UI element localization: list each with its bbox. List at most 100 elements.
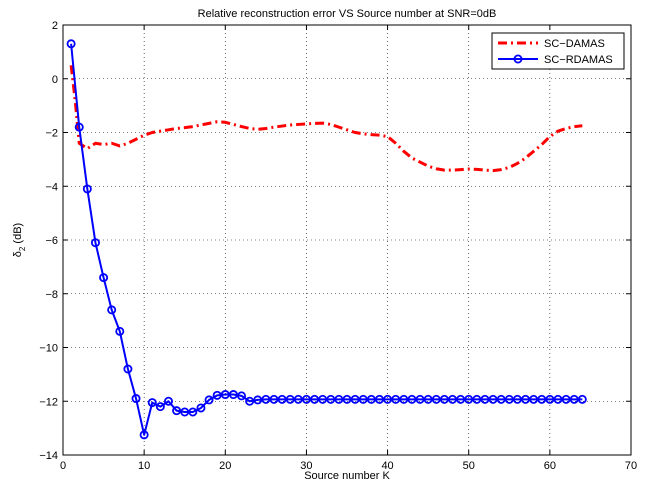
data-point xyxy=(74,122,84,132)
y-tick-label: −6 xyxy=(45,235,58,247)
x-tick-label: 60 xyxy=(544,460,556,472)
data-point xyxy=(358,394,368,404)
y-axis-label-unit: (dB) xyxy=(12,223,24,247)
data-point xyxy=(172,406,182,416)
data-point xyxy=(496,394,506,404)
svg-text:δ2 (dB): δ2 (dB) xyxy=(12,223,27,257)
data-point xyxy=(204,395,214,405)
data-point xyxy=(147,398,157,408)
series-sc-rdamas xyxy=(66,39,587,440)
y-tick-label: −10 xyxy=(39,343,58,355)
y-tick-label: −12 xyxy=(39,396,58,408)
y-tick-label: −8 xyxy=(45,289,58,301)
x-tick-label: 10 xyxy=(138,460,150,472)
data-point xyxy=(391,394,401,404)
data-point xyxy=(228,390,238,400)
legend: SC−DAMAS SC−RDAMAS xyxy=(491,32,625,70)
data-point xyxy=(415,394,425,404)
x-tick-label: 40 xyxy=(381,460,393,472)
data-point xyxy=(131,394,141,404)
data-point xyxy=(350,394,360,404)
x-axis-label: Source number K xyxy=(304,470,390,482)
data-point xyxy=(99,273,109,283)
legend-label-sc-damas: SC−DAMAS xyxy=(544,38,605,50)
data-point xyxy=(139,430,149,440)
data-point xyxy=(447,394,457,404)
y-axis-label: δ2 (dB) xyxy=(12,223,27,257)
y-axis-label-symbol: δ xyxy=(12,251,24,257)
data-point xyxy=(553,394,563,404)
x-tick-label: 50 xyxy=(463,460,475,472)
data-point xyxy=(383,394,393,404)
data-point xyxy=(269,394,279,404)
data-point xyxy=(237,391,247,401)
data-point xyxy=(155,402,165,412)
data-point xyxy=(488,394,498,404)
legend-marker-sc-rdamas xyxy=(513,54,523,64)
series-layer xyxy=(66,39,587,440)
data-point xyxy=(326,394,336,404)
data-point xyxy=(512,394,522,404)
data-point xyxy=(245,396,255,406)
data-point xyxy=(472,394,482,404)
data-point xyxy=(285,394,295,404)
x-tick-label: 20 xyxy=(219,460,231,472)
data-point xyxy=(334,394,344,404)
data-point xyxy=(90,238,100,248)
series-line xyxy=(69,65,583,173)
y-tick-label: 0 xyxy=(52,74,58,86)
data-point xyxy=(561,394,571,404)
data-point xyxy=(431,394,441,404)
data-point xyxy=(545,394,555,404)
data-point xyxy=(423,394,433,404)
data-point xyxy=(529,394,539,404)
data-point xyxy=(464,394,474,404)
data-point xyxy=(277,394,287,404)
y-axis-label-subscript: 2 xyxy=(18,246,27,251)
data-point xyxy=(253,395,263,405)
x-tick-label: 70 xyxy=(625,460,637,472)
data-point xyxy=(407,394,417,404)
data-point xyxy=(318,394,328,404)
y-tick-label: −14 xyxy=(39,450,58,462)
data-point xyxy=(196,403,206,413)
data-point xyxy=(115,326,125,336)
data-point xyxy=(188,407,198,417)
data-point xyxy=(180,407,190,417)
data-point xyxy=(480,394,490,404)
legend-label-sc-rdamas: SC−RDAMAS xyxy=(544,54,613,66)
chart-title: Relative reconstruction error VS Source … xyxy=(198,8,497,20)
x-tick-label: 30 xyxy=(300,460,312,472)
data-point xyxy=(537,394,547,404)
series-sc-damas xyxy=(69,65,583,173)
data-point xyxy=(399,394,409,404)
data-point xyxy=(310,394,320,404)
y-tick-label: −2 xyxy=(45,128,58,140)
ticks: 0 10 20 30 40 50 60 70 −14 −12 −10 −8 −6 −4 −2 0 2 xyxy=(39,20,637,472)
x-tick-label: 0 xyxy=(60,460,66,472)
y-tick-label: 2 xyxy=(52,20,58,32)
data-point xyxy=(293,394,303,404)
data-point xyxy=(569,394,579,404)
data-point xyxy=(366,394,376,404)
data-point xyxy=(212,390,222,400)
data-point xyxy=(82,184,92,194)
y-tick-label: −4 xyxy=(45,181,58,193)
data-point xyxy=(456,394,466,404)
data-point xyxy=(504,394,514,404)
data-point xyxy=(220,390,230,400)
data-point xyxy=(107,305,117,315)
grid xyxy=(63,25,631,455)
legend-box xyxy=(491,32,625,70)
data-point xyxy=(439,394,449,404)
data-point xyxy=(66,39,76,49)
data-point xyxy=(577,394,587,404)
data-point xyxy=(374,394,384,404)
data-point xyxy=(342,394,352,404)
data-point xyxy=(123,364,133,374)
data-point xyxy=(521,394,531,404)
data-point xyxy=(261,394,271,404)
data-point xyxy=(163,396,173,406)
data-point xyxy=(301,394,311,404)
